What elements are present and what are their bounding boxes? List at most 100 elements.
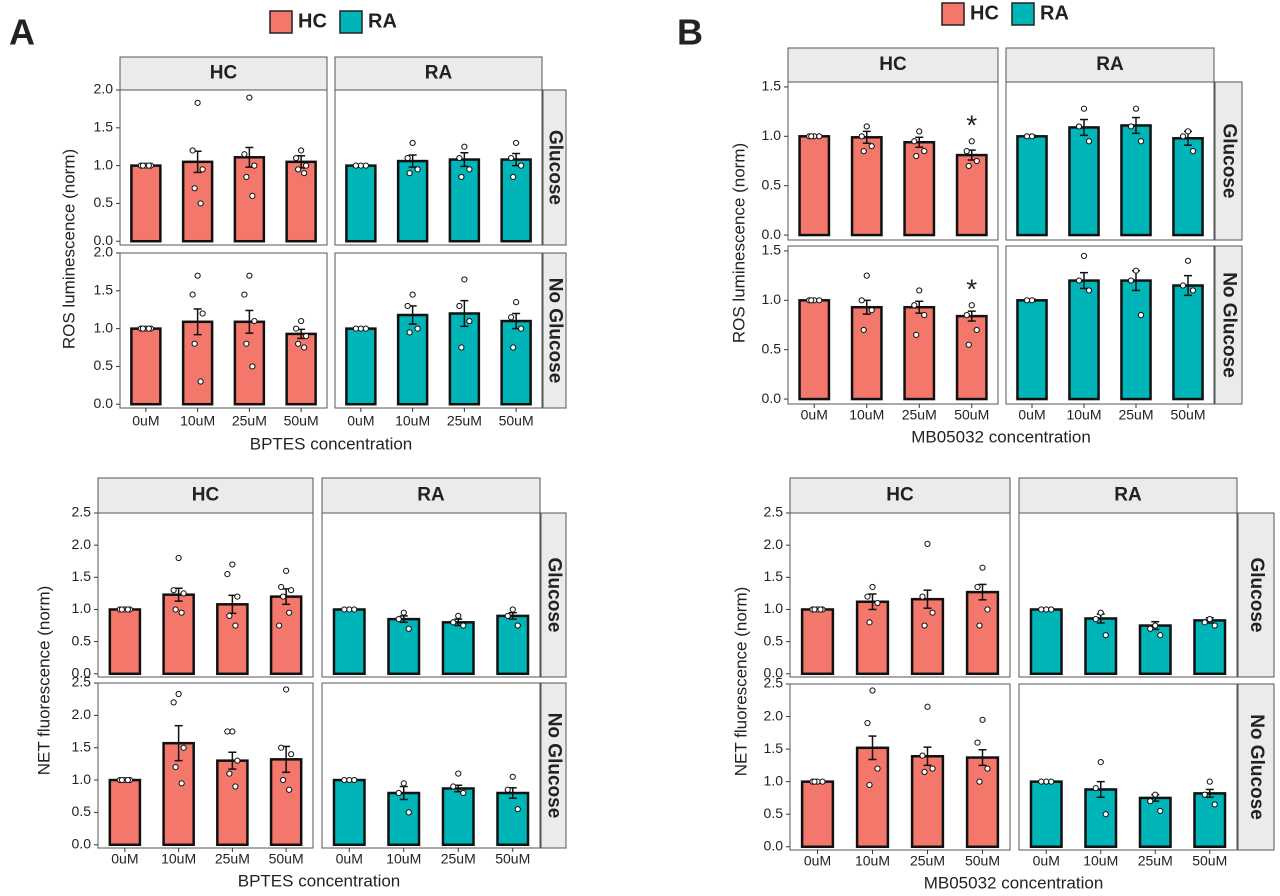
data-point <box>911 302 918 309</box>
x-tick-label: 10uM <box>386 851 421 867</box>
data-point <box>509 773 516 780</box>
y-tick-label: 0.5 <box>762 176 782 192</box>
data-point <box>963 148 970 155</box>
y-tick-label: 1.0 <box>764 772 784 788</box>
y-tick-label: 2.0 <box>94 81 114 97</box>
y-tick-label: 1.0 <box>72 600 92 616</box>
bar <box>1068 126 1100 237</box>
data-point <box>1023 297 1031 304</box>
data-point <box>1075 277 1083 284</box>
data-point <box>924 540 931 547</box>
data-point <box>504 612 511 620</box>
data-point <box>858 297 865 304</box>
data-point <box>513 299 520 306</box>
y-axis-label: ROS luminescence (norm) <box>59 149 78 349</box>
data-point <box>352 325 359 332</box>
bar <box>1120 124 1152 237</box>
data-point <box>1211 801 1218 808</box>
data-point <box>1157 632 1164 639</box>
data-point <box>400 780 407 787</box>
data-point <box>301 170 308 177</box>
legend-swatch <box>941 2 965 26</box>
data-point <box>1189 148 1197 155</box>
bar <box>332 778 366 847</box>
bar <box>1138 796 1172 848</box>
data-point <box>288 751 295 758</box>
data-point <box>1127 277 1135 284</box>
bar <box>216 759 249 847</box>
data-point <box>929 609 936 616</box>
x-tick-label: 50uM <box>1192 853 1227 869</box>
legend-label: RA <box>1040 2 1069 24</box>
data-point <box>1048 778 1055 785</box>
column-strip-label: RA <box>417 485 445 506</box>
data-point <box>973 326 980 334</box>
data-point <box>295 340 302 347</box>
data-point <box>1075 123 1083 130</box>
data-point <box>455 770 462 777</box>
bar <box>1084 617 1118 676</box>
bar <box>1068 279 1100 401</box>
bar <box>396 313 429 406</box>
bar <box>910 597 945 676</box>
y-tick-label: 0.0 <box>764 837 784 853</box>
data-point <box>293 325 300 332</box>
bar <box>855 746 890 848</box>
data-point <box>1043 606 1050 613</box>
bar <box>441 621 475 676</box>
y-tick-label: 0.5 <box>94 357 114 373</box>
data-point <box>874 765 881 772</box>
x-tick-label: 10uM <box>161 851 196 867</box>
bar <box>903 305 936 401</box>
row-strip-label: No Glucose <box>1246 714 1267 820</box>
y-tick-label: 0.5 <box>764 805 784 821</box>
data-point <box>286 609 293 616</box>
data-point <box>1179 282 1187 289</box>
data-point <box>362 162 369 169</box>
data-point <box>866 619 873 626</box>
data-point <box>968 138 975 145</box>
bar <box>500 158 532 243</box>
data-point <box>346 776 353 784</box>
x-tick-label: 10uM <box>1066 407 1101 423</box>
data-point <box>858 133 865 140</box>
data-point <box>404 302 411 310</box>
data-point <box>913 331 920 338</box>
data-point <box>984 765 991 772</box>
data-point <box>921 622 928 629</box>
data-point <box>504 786 511 793</box>
x-tick-label: 25uM <box>232 413 267 429</box>
data-point <box>199 166 206 173</box>
x-axis-label: BPTES concentration <box>250 434 413 453</box>
data-point <box>514 806 521 813</box>
bar <box>1029 780 1063 848</box>
x-axis-label: MB05032 concentration <box>911 427 1091 446</box>
data-point <box>224 570 231 578</box>
x-tick-label: 0uM <box>1033 853 1060 869</box>
column-strip <box>1018 477 1238 514</box>
data-point <box>298 317 305 325</box>
column-strip-label: RA <box>1114 485 1142 506</box>
data-point <box>921 148 928 155</box>
data-point <box>450 783 457 790</box>
bar <box>1084 788 1118 848</box>
bar <box>496 614 530 676</box>
data-point <box>341 606 348 613</box>
error-bar <box>245 309 254 334</box>
bar <box>1016 135 1048 237</box>
data-point <box>1043 778 1050 785</box>
error-bar <box>228 751 237 770</box>
bar <box>269 758 303 847</box>
column-strip <box>334 56 543 91</box>
y-tick-label: 1.5 <box>72 568 92 584</box>
y-tick-label: 0.0 <box>94 232 114 248</box>
data-point <box>194 99 201 106</box>
y-tick-label: 0.0 <box>72 664 92 680</box>
column-strip-label: HC <box>886 485 914 506</box>
data-point <box>1038 606 1045 613</box>
y-tick-label: 1.5 <box>764 568 784 584</box>
data-point <box>341 776 348 784</box>
y-tick-label: 2.5 <box>72 504 92 520</box>
data-point <box>414 166 421 173</box>
y-tick-label: 2.0 <box>94 244 114 260</box>
